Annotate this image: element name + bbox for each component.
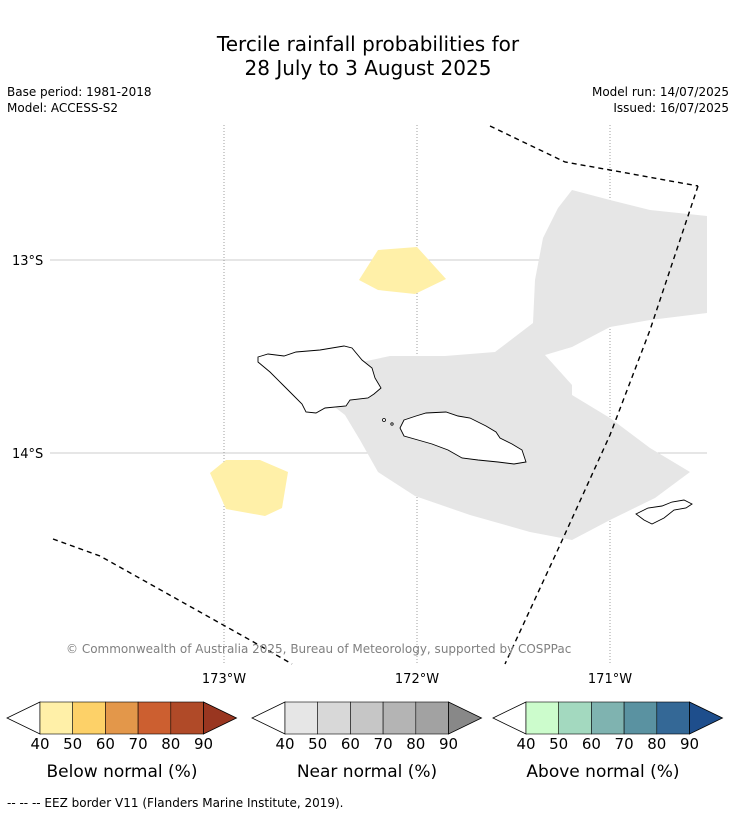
colorbar-tick-label: 50 bbox=[308, 735, 327, 753]
colorbar-segment bbox=[170, 701, 204, 735]
colorbar-tick-label: 90 bbox=[680, 735, 699, 753]
legend-near-normal: 40 50 60 70 80 90 Near normal (%) bbox=[245, 700, 490, 782]
meta-right: Model run: 14/07/2025 Issued: 16/07/2025 bbox=[592, 84, 729, 116]
colorbar-tick-label: 90 bbox=[194, 735, 213, 753]
colorbar-tick-label: 60 bbox=[582, 735, 601, 753]
model-run: Model run: 14/07/2025 bbox=[591, 85, 729, 99]
lat-label-14s: 14°S bbox=[12, 447, 43, 462]
near-normal-region bbox=[318, 190, 707, 540]
legend-title-above-normal: Above normal (%) bbox=[526, 762, 680, 782]
colorbar-segment bbox=[623, 701, 658, 735]
meta-left: Base period: 1981-2018 Model: ACCESS-S2 bbox=[7, 84, 152, 116]
islet-apolima bbox=[382, 418, 386, 422]
colorbar-below-normal: 40 50 60 70 80 90 bbox=[6, 701, 238, 753]
colorbar-tick-label: 80 bbox=[647, 735, 666, 753]
colorbar-tick-label: 50 bbox=[63, 735, 82, 753]
colorbar-tick-label: 80 bbox=[406, 735, 425, 753]
colorbar-max-arrow bbox=[448, 701, 483, 735]
map-canvas: 13°S 14°S 173°W 172°W 171°W © Commonweal… bbox=[12, 125, 707, 687]
map-title: Tercile rainfall probabilities for 28 Ju… bbox=[0, 32, 736, 80]
colorbar-segment bbox=[591, 701, 625, 735]
colorbar-min-arrow bbox=[492, 701, 527, 735]
colorbar-segment bbox=[317, 701, 351, 735]
colorbar-segment bbox=[39, 701, 74, 735]
colorbar-tick-label: 70 bbox=[129, 735, 148, 753]
colorbar-tick-label: 60 bbox=[96, 735, 115, 753]
colorbar-segment bbox=[558, 701, 592, 735]
colorbar-tick-label: 80 bbox=[161, 735, 180, 753]
colorbar-segment bbox=[382, 701, 417, 735]
lon-label-172w: 172°W bbox=[395, 672, 439, 687]
colorbar-min-arrow bbox=[6, 701, 41, 735]
colorbar-segment bbox=[415, 701, 449, 735]
colorbar-max-arrow bbox=[689, 701, 724, 735]
eez-footnote: -- -- -- EEZ border V11 (Flanders Marine… bbox=[7, 796, 344, 810]
colorbar-tick-label: 70 bbox=[374, 735, 393, 753]
model-name: Model: ACCESS-S2 bbox=[7, 101, 119, 115]
eez-border-southwest bbox=[52, 538, 293, 665]
lat-label-13s: 13°S bbox=[12, 254, 43, 269]
colorbar-tick-label: 70 bbox=[615, 735, 634, 753]
legend-below-normal: 40 50 60 70 80 90 Below normal (%) bbox=[0, 700, 245, 782]
island-savaii bbox=[257, 345, 382, 414]
colorbar-segment bbox=[525, 701, 560, 735]
base-period: Base period: 1981-2018 bbox=[7, 85, 152, 99]
issued-date: Issued: 16/07/2025 bbox=[613, 101, 729, 115]
colorbar-max-arrow bbox=[203, 701, 238, 735]
colorbar-tick-label: 90 bbox=[439, 735, 458, 753]
lon-label-171w: 171°W bbox=[588, 672, 632, 687]
island-tutuila bbox=[635, 499, 693, 525]
islet-manono bbox=[390, 422, 394, 426]
title-line-2: 28 July to 3 August 2025 bbox=[244, 56, 492, 80]
lon-label-173w: 173°W bbox=[202, 672, 246, 687]
colorbar-tick-label: 40 bbox=[516, 735, 535, 753]
colorbar-min-arrow bbox=[251, 701, 286, 735]
legend-above-normal: 40 50 60 70 80 90 Above normal (%) bbox=[486, 700, 731, 782]
copyright-text: © Commonwealth of Australia 2025, Bureau… bbox=[66, 642, 571, 656]
below-normal-region-west bbox=[210, 460, 288, 516]
colorbar-segment bbox=[72, 701, 106, 735]
island-upolu bbox=[399, 411, 527, 465]
eez-border-east bbox=[504, 185, 699, 665]
title-line-1: Tercile rainfall probabilities for bbox=[216, 32, 520, 56]
colorbar-tick-label: 40 bbox=[30, 735, 49, 753]
colorbar-tick-label: 50 bbox=[549, 735, 568, 753]
colorbar-segment bbox=[137, 701, 172, 735]
below-normal-region-north bbox=[359, 247, 446, 294]
colorbar-segment bbox=[656, 701, 690, 735]
colorbar-segment bbox=[105, 701, 139, 735]
colorbar-tick-label: 40 bbox=[275, 735, 294, 753]
legend-title-below-normal: Below normal (%) bbox=[46, 762, 198, 782]
eez-border-north bbox=[489, 125, 699, 187]
legend-title-near-normal: Near normal (%) bbox=[296, 762, 438, 782]
colorbar-tick-label: 60 bbox=[341, 735, 360, 753]
colorbar-above-normal: 40 50 60 70 80 90 bbox=[492, 701, 724, 753]
colorbar-segment bbox=[284, 701, 319, 735]
colorbar-segment bbox=[350, 701, 384, 735]
colorbar-near-normal: 40 50 60 70 80 90 bbox=[251, 701, 483, 753]
